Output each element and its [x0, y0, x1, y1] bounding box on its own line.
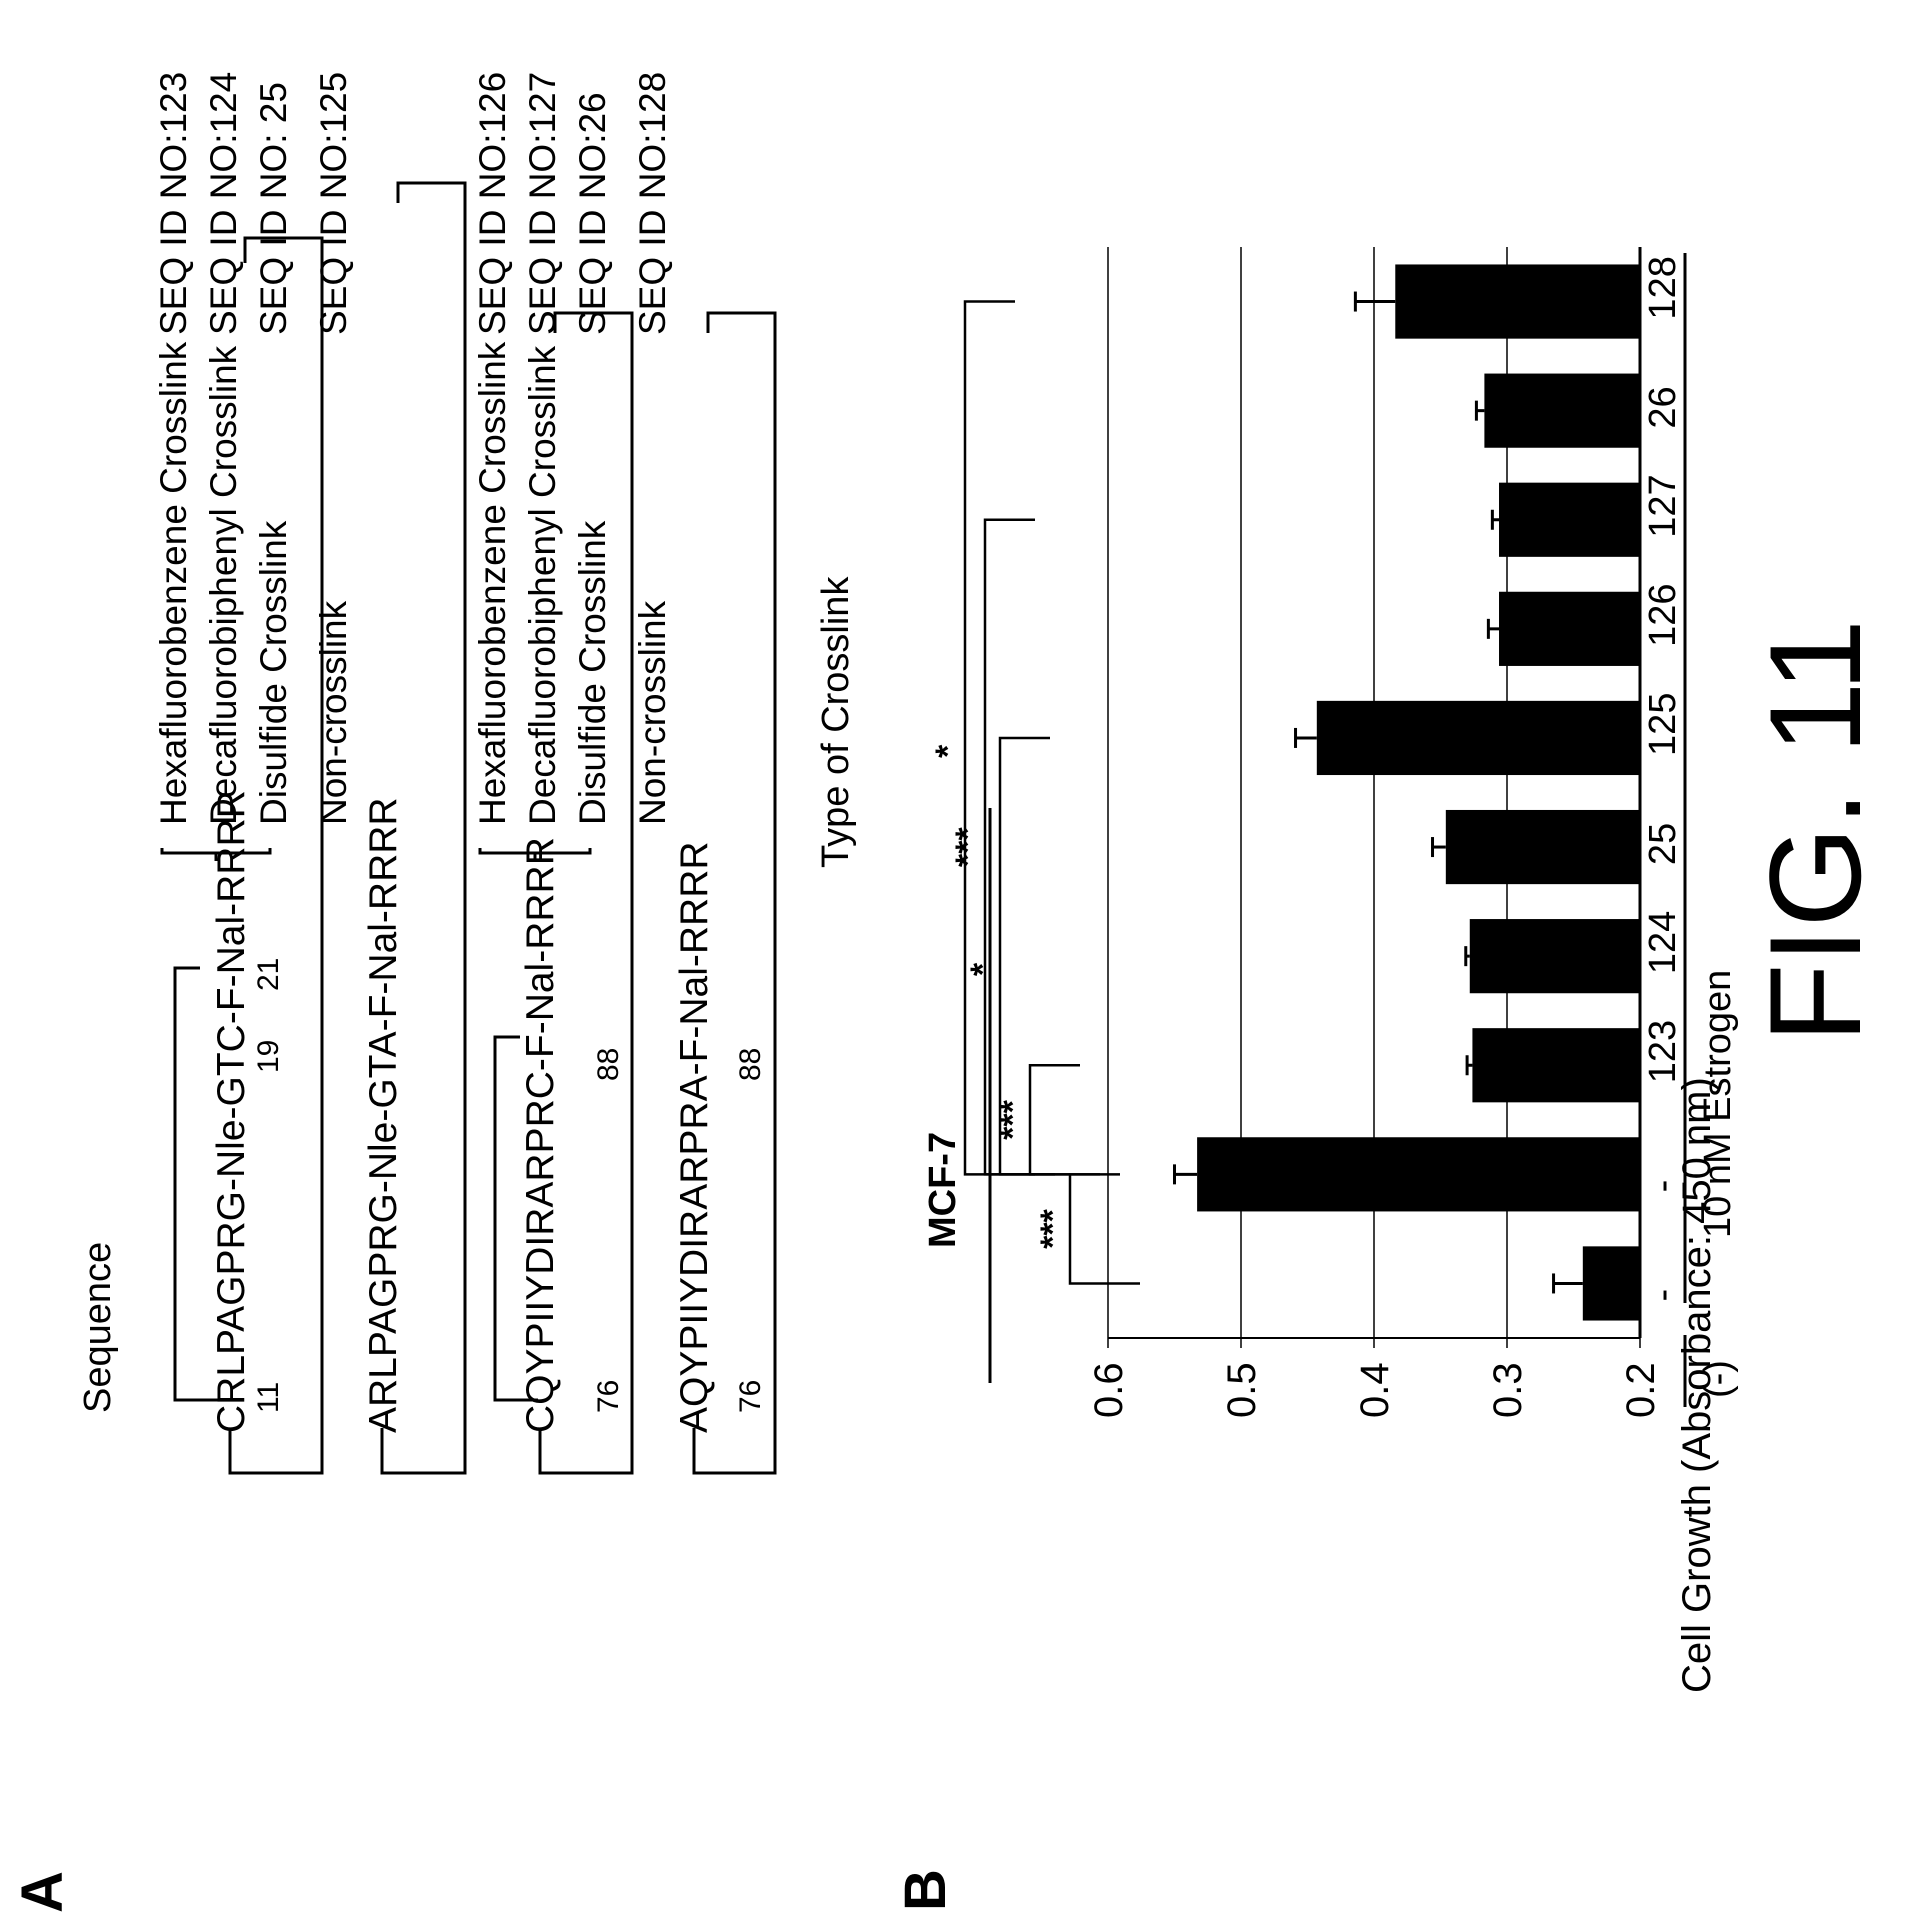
figure-caption: FIG. 11 — [1742, 619, 1888, 1043]
chart-bar — [1470, 919, 1640, 993]
position-label: 19 — [252, 1040, 285, 1073]
category-label: 26 — [1642, 386, 1684, 428]
category-label: 123 — [1642, 1020, 1684, 1083]
crosslink-type: Disulfide Crosslink — [572, 520, 613, 825]
y-tick-label: 0.4 — [1353, 1362, 1397, 1418]
seq-id: SEQ ID NO:26 — [572, 92, 613, 335]
category-label: 127 — [1642, 474, 1684, 537]
significance-bracket — [1030, 1065, 1100, 1174]
chart-bar — [1472, 1028, 1640, 1102]
significance-label: *** — [1034, 1208, 1072, 1248]
panel-a-letter: A — [10, 1871, 75, 1913]
chart-bar — [1197, 1137, 1640, 1211]
chart-bars — [1175, 264, 1641, 1320]
y-tick-label: 0.2 — [1619, 1362, 1663, 1418]
crosslink-type: Decafluorobiphenyl Crosslink — [203, 345, 244, 825]
seq-id: SEQ ID NO:127 — [522, 72, 563, 335]
crosslink-table: Hexafluorobenzene Crosslink SEQ ID NO:12… — [153, 72, 673, 825]
significance-label: *** — [949, 827, 987, 867]
group-label-estrogen: 10 nM Estrogen — [1697, 970, 1739, 1238]
crosslink-type: Non-crosslink — [313, 600, 354, 825]
bar-chart: *********** 0.20.30.40.50.6 --1231242512… — [929, 247, 1684, 1418]
crosslink-type: Decafluorobiphenyl Crosslink — [522, 345, 563, 825]
y-axis-ticks: 0.2 0.3 0.4 0.5 0.6 — [1087, 1362, 1663, 1418]
seq-id: SEQ ID NO:128 — [632, 72, 673, 335]
position-label: 88 — [592, 1048, 625, 1081]
category-label: 25 — [1642, 823, 1684, 865]
group-label-neg: (-) — [1697, 1360, 1739, 1398]
peptide-sequence-4: AQYPIIYDIRARPRA-F-Nal-RRRR — [673, 841, 716, 1433]
position-label: 88 — [734, 1048, 767, 1081]
crosslink-type: Non-crosslink — [632, 600, 673, 825]
sequence-header: Sequence — [77, 1242, 119, 1413]
significance-bracket — [985, 520, 1055, 1175]
position-label: 21 — [252, 958, 285, 991]
crosslink-type: Hexafluorobenzene Crosslink — [153, 341, 194, 825]
seq-id: SEQ ID NO: 25 — [253, 82, 294, 335]
category-label: 128 — [1642, 256, 1684, 319]
chart-bar — [1446, 810, 1640, 884]
rotated-figure: A B Sequence Type of Crosslink CRLPAGPRG… — [10, 72, 1888, 1913]
significance-label: * — [929, 744, 967, 758]
category-label: 125 — [1642, 693, 1684, 756]
y-tick-label: 0.3 — [1486, 1362, 1530, 1418]
position-label: 76 — [734, 1380, 767, 1413]
position-label: 11 — [252, 1382, 285, 1413]
panel-b-letter: B — [893, 1869, 958, 1911]
position-label: 76 — [592, 1380, 625, 1413]
chart-bar — [1583, 1246, 1640, 1320]
y-tick-label: 0.5 — [1220, 1362, 1264, 1418]
chart-bar — [1484, 374, 1640, 448]
peptide-sequence-1: CRLPAGPRG-Nle-GTC-F-Nal-RRRR — [210, 790, 253, 1433]
y-tick-label: 0.6 — [1087, 1362, 1131, 1418]
crosslink-type: Disulfide Crosslink — [253, 520, 294, 825]
seq-id: SEQ ID NO:123 — [153, 72, 194, 335]
chart-bar — [1317, 701, 1640, 775]
seq-id: SEQ ID NO:124 — [203, 72, 244, 335]
chart-bar — [1395, 264, 1640, 338]
peptide-sequence-2: ARLPAGPRG-Nle-GTA-F-Nal-RRRR — [362, 797, 405, 1433]
chart-bar — [1499, 483, 1640, 557]
type-header: Type of Crosslink — [815, 576, 857, 868]
crosslink-type: Hexafluorobenzene Crosslink — [472, 341, 513, 825]
seq-id: SEQ ID NO:126 — [472, 72, 513, 335]
chart-bar — [1499, 592, 1640, 666]
seq-id: SEQ ID NO:125 — [313, 72, 354, 335]
significance-bracket — [1070, 1174, 1140, 1283]
category-label: 124 — [1642, 911, 1684, 974]
chart-title: MCF-7 — [922, 1132, 964, 1248]
significance-label: * — [964, 962, 1002, 976]
category-label: 126 — [1642, 583, 1684, 646]
peptide-sequence-3: CQYPIIYDIRARPRC-F-Nal-RRRR — [519, 837, 562, 1433]
